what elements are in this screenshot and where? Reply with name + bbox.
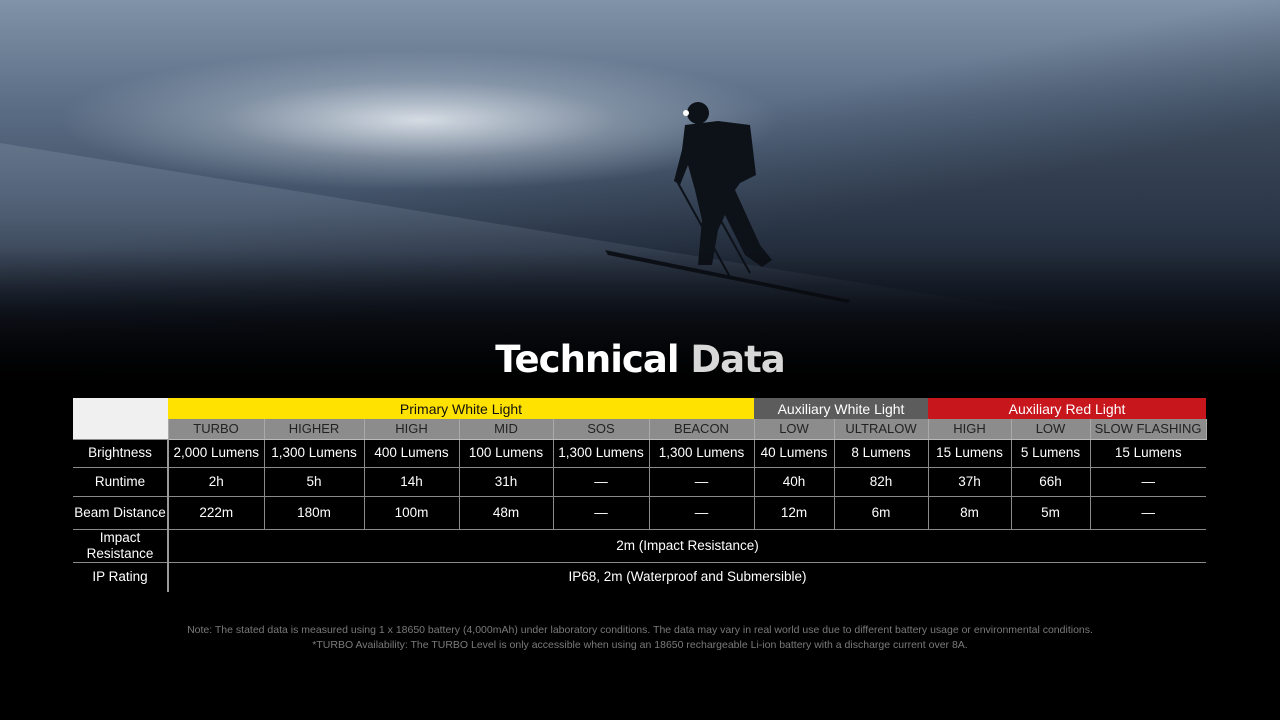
table-cell: 15 Lumens (1089, 438, 1207, 468)
table-cell: 82h (833, 466, 929, 497)
footnotes: Note: The stated data is measured using … (0, 623, 1280, 653)
table-cell: — (552, 466, 650, 497)
note-turbo: *TURBO Availability: The TURBO Level is … (312, 639, 968, 651)
table-cell: 400 Lumens (363, 438, 460, 468)
table-cell: 40 Lumens (753, 438, 835, 468)
table-row-impact: Impact Resistance 2m (Impact Resistance) (73, 528, 1207, 563)
table-cell: — (1089, 466, 1207, 497)
title-part1: Technical (495, 338, 679, 381)
table-cell: 6m (833, 495, 929, 530)
table-cell: 100m (363, 495, 460, 530)
table-cell: 1,300 Lumens (263, 438, 365, 468)
group-auxiliary-white: Auxiliary White Light (754, 398, 929, 419)
row-label: Runtime (73, 466, 169, 497)
group-auxiliary-red: Auxiliary Red Light (928, 398, 1207, 419)
table-cell: 222m (167, 495, 265, 530)
spec-table: Primary White Light Auxiliary White Ligh… (73, 398, 1207, 592)
mode-header: BEACON (648, 419, 755, 440)
table-cell: 1,300 Lumens (552, 438, 650, 468)
table-cell: — (552, 495, 650, 530)
page-title: Technical Data (0, 338, 1280, 381)
row-label: Brightness (73, 438, 169, 468)
table-cell: — (1089, 495, 1207, 530)
table-cell: 2h (167, 466, 265, 497)
table-cell: 14h (363, 466, 460, 497)
ip-value: IP68, 2m (Waterproof and Submersible) (167, 561, 1207, 592)
photo-fade (0, 250, 1280, 390)
table-cell: 5m (1010, 495, 1091, 530)
mode-header: SLOW FLASHING (1089, 419, 1207, 440)
table-cell: 15 Lumens (927, 438, 1012, 468)
table-cell: 2,000 Lumens (167, 438, 265, 468)
table-cell: 37h (927, 466, 1012, 497)
table-cell: 5 Lumens (1010, 438, 1091, 468)
table-cell: 1,300 Lumens (648, 438, 755, 468)
table-cell: 100 Lumens (458, 438, 554, 468)
mode-header: HIGH (363, 419, 460, 440)
mode-header: ULTRALOW (833, 419, 929, 440)
mode-header: TURBO (167, 419, 265, 440)
corner-cell (73, 398, 168, 439)
table-cell: 8 Lumens (833, 438, 929, 468)
mode-header: SOS (552, 419, 650, 440)
mode-header: MID (458, 419, 554, 440)
table-cell: 40h (753, 466, 835, 497)
table-cell: 180m (263, 495, 365, 530)
table-cell: 48m (458, 495, 554, 530)
table-cell: 31h (458, 466, 554, 497)
mode-header: LOW (1010, 419, 1091, 440)
table-row-beam-distance: Beam Distance 222m 180m 100m 48m — —12m 6m 8m 5m — (73, 495, 1207, 530)
row-label: IP Rating (73, 561, 169, 592)
impact-value: 2m (Impact Resistance) (167, 528, 1207, 563)
mode-header: HIGHER (263, 419, 365, 440)
group-header-row: Primary White Light Auxiliary White Ligh… (73, 398, 1207, 439)
table-cell: — (648, 466, 755, 497)
table-cell: 12m (753, 495, 835, 530)
table-cell: 66h (1010, 466, 1091, 497)
mode-row: TURBO HIGHER HIGH MID SOS BEACON LOW ULT… (73, 419, 1207, 440)
note-battery: Note: The stated data is measured using … (187, 624, 1093, 636)
row-label: Beam Distance (73, 495, 169, 530)
table-row-ip: IP Rating IP68, 2m (Waterproof and Subme… (73, 561, 1207, 592)
table-cell: 8m (927, 495, 1012, 530)
mode-header: HIGH (927, 419, 1012, 440)
row-label: Impact Resistance (73, 528, 169, 563)
table-cell: 5h (263, 466, 365, 497)
title-part2: Data (690, 338, 785, 381)
group-primary-white: Primary White Light (168, 398, 754, 419)
mode-header: LOW (753, 419, 835, 440)
table-cell: — (648, 495, 755, 530)
table-row-brightness: Brightness 2,000 Lumens 1,300 Lumens 400 Lu… (73, 438, 1207, 468)
table-row-runtime: Runtime 2h 5h 14h 31h — —40h 82h 37h 66h — (73, 466, 1207, 497)
